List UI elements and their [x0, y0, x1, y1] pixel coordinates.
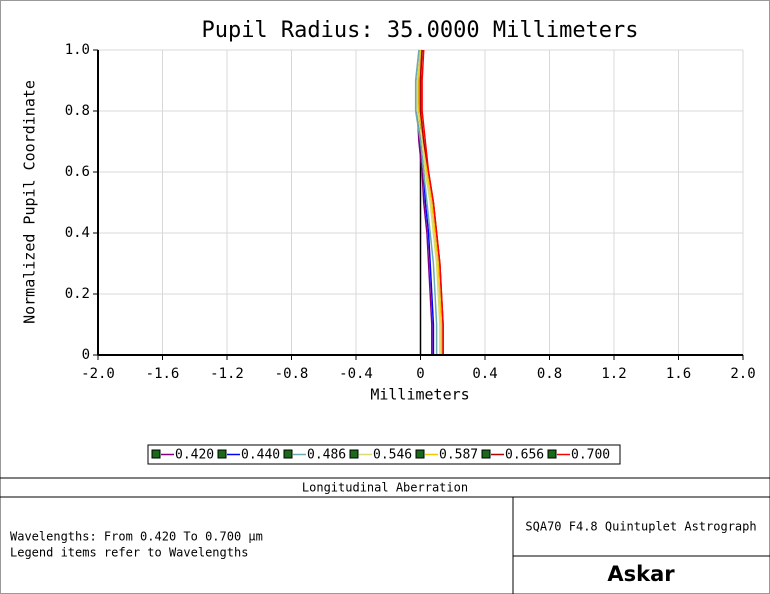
plot-area: -2.0 -1.6 -1.2 -0.8 -0.4 0 0.4 0.8 1.2 1.6 2.0 0 0.2… — [65, 42, 756, 382]
legend-marker — [217, 449, 227, 459]
x-tick-label: -1.2 — [210, 366, 244, 382]
legend-label: 0.587 — [439, 448, 478, 463]
legend-items: 0.420 0.440 0.486 0.546 0.587 0.656 0.700 — [151, 448, 610, 463]
legend-marker — [481, 449, 491, 459]
legend-marker — [547, 449, 557, 459]
x-tick-label: 0.8 — [537, 366, 562, 382]
y-axis-label: Normalized Pupil Coordinate — [21, 80, 39, 324]
legend-marker — [349, 449, 359, 459]
x-tick-label: -0.4 — [339, 366, 373, 382]
x-tick-label: 1.2 — [601, 366, 626, 382]
legend-marker — [151, 449, 161, 459]
chart-title: Pupil Radius: 35.0000 Millimeters — [201, 18, 638, 43]
series-line — [416, 49, 441, 355]
x-axis-label: Millimeters — [370, 386, 469, 404]
x-tick-label: 1.6 — [666, 366, 691, 382]
series-line — [414, 49, 438, 355]
brand-logo: Askar — [607, 562, 675, 586]
x-tick-label: -1.6 — [146, 366, 180, 382]
x-tick-label: 0 — [416, 366, 424, 382]
series-line — [418, 49, 443, 355]
y-tick-label: 1.0 — [65, 42, 90, 58]
legend — [147, 444, 621, 465]
y-tick-label: 0.6 — [65, 164, 90, 180]
legend-label: 0.420 — [175, 448, 214, 463]
y-tick-label: 0 — [82, 347, 90, 363]
series-line — [421, 49, 444, 355]
footer-note: Legend items refer to Wavelengths — [10, 546, 248, 560]
system-name: SQA70 F4.8 Quintuplet Astrograph — [525, 520, 756, 534]
legend-label: 0.440 — [241, 448, 280, 463]
y-tick-label: 0.2 — [65, 286, 90, 302]
legend-label: 0.486 — [307, 448, 346, 463]
y-tick-label: 0.4 — [65, 225, 90, 241]
x-tick-label: -2.0 — [81, 366, 115, 382]
x-tick-label: -0.8 — [275, 366, 309, 382]
x-tick-label: 0.4 — [472, 366, 497, 382]
footer-note: Wavelengths: From 0.420 To 0.700 µm — [10, 530, 263, 544]
footer-title: Longitudinal Aberration — [302, 481, 468, 495]
legend-marker — [415, 449, 425, 459]
legend-label: 0.546 — [373, 448, 412, 463]
y-tick-label: 0.8 — [65, 103, 90, 119]
legend-label: 0.700 — [571, 448, 610, 463]
x-tick-label: 2.0 — [730, 366, 755, 382]
legend-marker — [283, 449, 293, 459]
legend-label: 0.656 — [505, 448, 544, 463]
